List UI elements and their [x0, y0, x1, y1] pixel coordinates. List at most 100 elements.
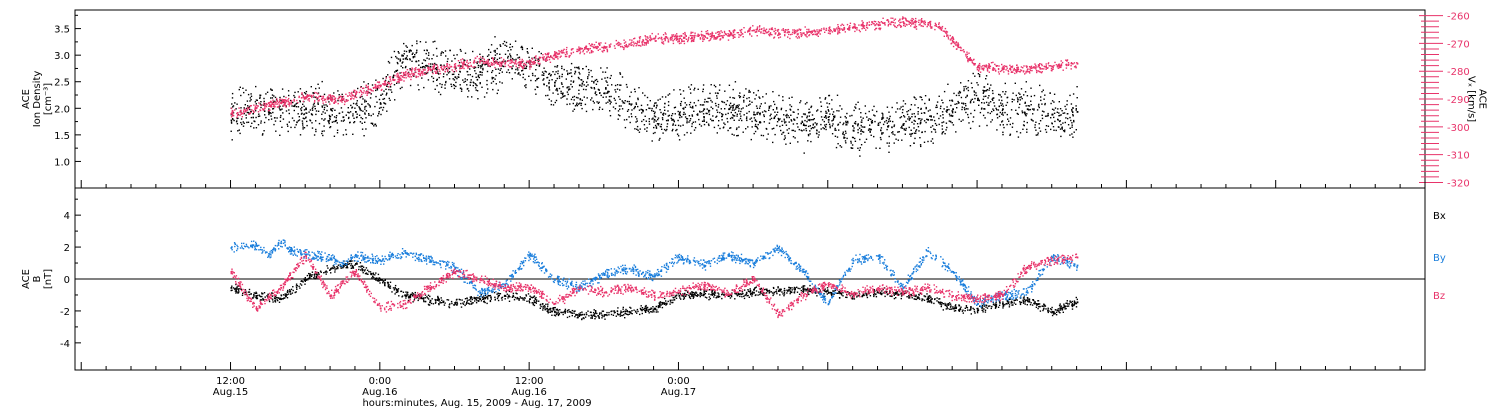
vx-point	[273, 101, 275, 103]
vx-point	[387, 86, 389, 88]
vx-point	[1022, 67, 1024, 69]
density-point	[495, 68, 497, 70]
vx-point	[276, 100, 278, 103]
density-point	[323, 130, 325, 132]
vx-point	[646, 36, 649, 38]
vx-point	[1065, 64, 1067, 66]
density-point	[596, 80, 599, 83]
Bx-point	[236, 287, 238, 289]
density-point	[1050, 117, 1052, 119]
density-point	[666, 128, 668, 131]
density-point	[496, 53, 498, 55]
vx-point	[398, 81, 400, 83]
density-point	[957, 92, 960, 94]
density-point	[238, 88, 240, 91]
density-point	[1003, 126, 1005, 129]
density-point	[976, 82, 978, 84]
vx-point	[680, 34, 682, 37]
vx-point	[359, 89, 362, 91]
density-point	[799, 101, 801, 104]
density-point	[535, 93, 537, 95]
vx-point	[958, 46, 960, 49]
vx-point	[604, 47, 607, 49]
vx-point	[698, 34, 700, 36]
density-point	[250, 125, 252, 128]
density-point	[1072, 136, 1074, 138]
density-point	[299, 100, 301, 102]
vx-point	[335, 101, 337, 103]
density-point	[736, 115, 738, 117]
vx-point	[609, 45, 611, 47]
density-point	[861, 119, 863, 121]
density-point	[528, 75, 530, 77]
vx-point	[856, 27, 858, 29]
density-point	[499, 81, 501, 83]
density-point	[521, 47, 524, 49]
vx-point	[643, 44, 646, 46]
density-point	[886, 106, 889, 108]
vx-point	[665, 36, 668, 38]
vx-point	[874, 29, 876, 31]
vx-point	[276, 98, 278, 100]
density-point	[280, 100, 282, 102]
vx-point	[1045, 68, 1047, 70]
density-point	[843, 122, 845, 124]
density-point	[960, 82, 962, 84]
vx-point	[716, 31, 719, 33]
density-point	[479, 74, 481, 76]
density-point	[759, 105, 761, 107]
vx-point	[318, 99, 320, 101]
density-value-point	[355, 111, 357, 113]
density-point	[737, 106, 739, 108]
vx-point	[691, 37, 694, 39]
vx-point	[492, 59, 495, 62]
density-point	[940, 105, 942, 107]
vx-point	[878, 27, 881, 29]
density-point	[988, 87, 991, 89]
density-point	[665, 119, 668, 122]
density-point	[574, 73, 576, 75]
density-point	[1004, 111, 1006, 114]
vx-point	[599, 48, 601, 50]
density-point	[1006, 113, 1008, 116]
density-point	[431, 75, 433, 78]
density-point	[638, 109, 641, 111]
vx-point	[783, 31, 786, 33]
vx-point	[813, 29, 815, 31]
vx-point	[476, 55, 478, 58]
density-point	[568, 88, 570, 90]
density-point	[646, 130, 648, 132]
vx-point	[602, 51, 604, 53]
vx-point	[339, 99, 341, 102]
density-point	[481, 86, 483, 88]
vx-point	[585, 45, 588, 48]
density-point	[999, 94, 1001, 96]
density-point	[984, 90, 986, 92]
vx-point	[322, 100, 324, 102]
density-point	[820, 116, 823, 118]
vx-point	[938, 23, 940, 25]
density-point	[751, 101, 753, 103]
vx-point	[837, 29, 839, 31]
vx-point	[924, 20, 926, 22]
density-point	[592, 100, 594, 102]
density-point	[631, 115, 633, 118]
density-point	[738, 126, 740, 128]
density-point	[457, 76, 459, 78]
density-point	[961, 102, 963, 104]
vx-point	[415, 75, 417, 77]
density-point	[860, 144, 863, 146]
Bx-point	[1034, 303, 1036, 305]
density-point	[991, 90, 994, 92]
Bx-point	[535, 299, 538, 301]
vx-point	[684, 36, 686, 39]
vx-point	[247, 108, 249, 111]
vx-point	[938, 22, 940, 24]
density-point	[423, 65, 425, 68]
density-point	[401, 55, 403, 57]
density-point	[503, 40, 506, 43]
density-point	[1030, 100, 1032, 102]
density-point	[287, 90, 290, 92]
density-point	[939, 115, 942, 117]
density-point	[869, 124, 871, 126]
